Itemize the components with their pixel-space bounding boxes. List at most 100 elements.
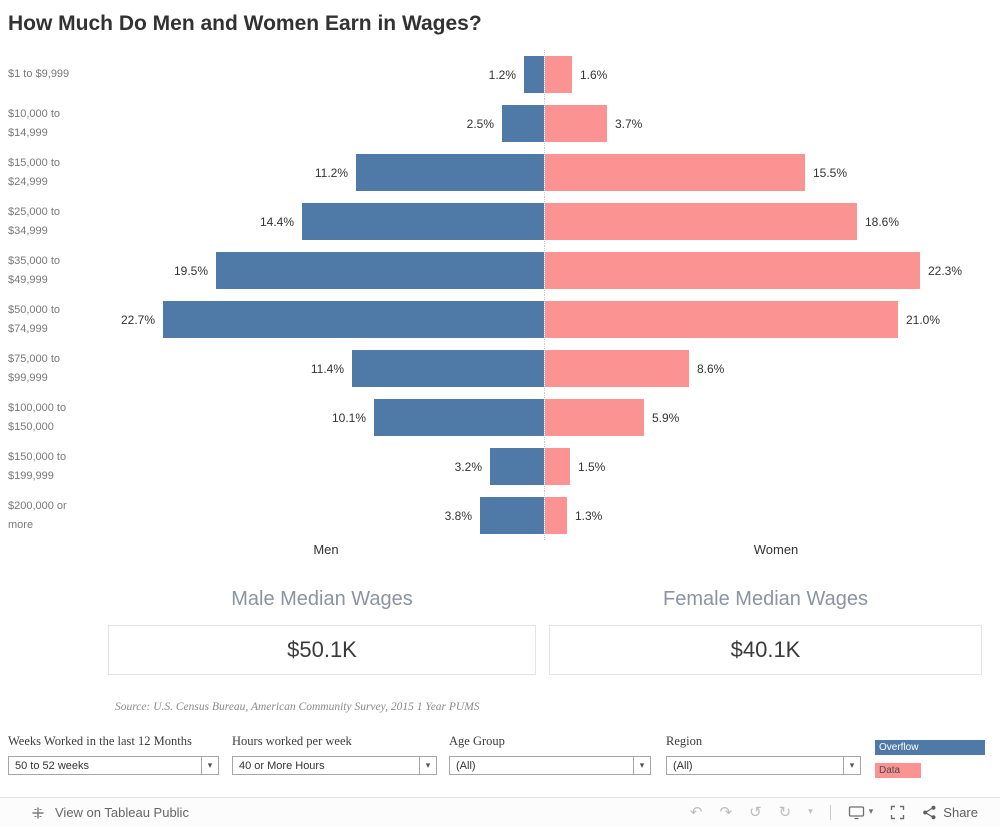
men-axis-label: Men — [313, 542, 339, 557]
men-value-label: 10.1% — [331, 410, 366, 425]
replay-speed-caret-icon[interactable]: ▾ — [808, 807, 813, 817]
men-bar[interactable] — [490, 448, 544, 485]
display-device-icon — [848, 805, 865, 820]
women-value-label: 1.6% — [580, 67, 608, 82]
weeks-worked-dropdown[interactable]: 50 to 52 weeks ▾ — [8, 756, 219, 775]
women-value-label: 18.6% — [865, 214, 900, 229]
women-value-label: 22.3% — [928, 263, 963, 278]
toolbar-divider — [829, 805, 831, 820]
page-title: How Much Do Men and Women Earn in Wages? — [8, 12, 482, 35]
male-median-block: Male Median Wages $50.1K — [108, 588, 536, 675]
female-median-value: $40.1K — [549, 625, 982, 675]
redo-icon[interactable]: ↷ — [719, 803, 733, 821]
filter-label: Weeks Worked in the last 12 Months — [8, 734, 192, 748]
category-label: $150,000 to $199,999 — [8, 451, 67, 482]
women-bar[interactable] — [545, 154, 805, 191]
women-bar[interactable] — [545, 350, 689, 387]
category-label: $100,000 to $150,000 — [8, 402, 67, 433]
men-bar[interactable] — [216, 252, 544, 289]
filter-weeks-worked: Weeks Worked in the last 12 Months 50 to… — [8, 734, 219, 775]
age-group-dropdown[interactable]: (All) ▾ — [449, 756, 651, 775]
chevron-down-icon[interactable]: ▾ — [419, 757, 436, 774]
chart-row: $75,000 to $99,999 11.4% 8.6% — [0, 344, 1000, 393]
category-label: $1 to $9,999 — [8, 68, 70, 81]
display-device-button[interactable]: ▾ — [848, 805, 873, 820]
category-label: $35,000 to $49,999 — [8, 255, 60, 286]
replay-icon[interactable]: ↺ — [749, 803, 762, 821]
refresh-icon[interactable]: ↻ — [778, 803, 792, 821]
men-bar[interactable] — [374, 399, 544, 436]
women-bar[interactable] — [545, 448, 570, 485]
source-note: Source: U.S. Census Bureau, American Com… — [115, 701, 480, 713]
men-bar[interactable] — [302, 203, 544, 240]
men-value-label: 22.7% — [120, 312, 155, 327]
chart-row: $15,000 to $24,999 11.2% 15.5% — [0, 148, 1000, 197]
male-median-title: Male Median Wages — [231, 588, 413, 610]
fullscreen-icon[interactable] — [890, 805, 905, 820]
category-label: $25,000 to $34,999 — [8, 206, 60, 237]
gender-axis-labels: Men Women — [0, 542, 1000, 557]
men-bar[interactable] — [480, 497, 544, 534]
men-value-label: 11.2% — [314, 165, 348, 180]
men-bar[interactable] — [163, 301, 544, 338]
filter-region: Region (All) ▾ — [666, 734, 861, 775]
men-bar[interactable] — [502, 105, 544, 142]
view-on-tableau-label: View on Tableau Public — [55, 805, 189, 820]
dropdown-value: (All) — [673, 759, 693, 772]
share-label: Share — [943, 805, 978, 820]
women-bar[interactable] — [545, 252, 920, 289]
women-bar[interactable] — [545, 56, 572, 93]
men-value-label: 1.2% — [488, 67, 516, 82]
chart-row: $1 to $9,999 1.2% 1.6% — [0, 50, 1000, 99]
men-value-label: 3.2% — [454, 459, 482, 474]
legend-item[interactable]: Overflow — [875, 740, 985, 755]
chevron-down-icon[interactable]: ▾ — [843, 757, 860, 774]
men-bar[interactable] — [352, 350, 544, 387]
filter-age-group: Age Group (All) ▾ — [449, 734, 651, 775]
share-button[interactable]: Share — [922, 805, 978, 820]
women-bar[interactable] — [545, 203, 857, 240]
undo-icon[interactable]: ↶ — [689, 803, 703, 821]
category-label: $15,000 to $24,999 — [8, 157, 60, 188]
filter-label: Age Group — [449, 734, 505, 748]
region-dropdown[interactable]: (All) ▾ — [666, 756, 861, 775]
women-value-label: 15.5% — [813, 165, 848, 180]
dropdown-value: 50 to 52 weeks — [15, 759, 89, 772]
chart-row: $25,000 to $34,999 14.4% 18.6% — [0, 197, 1000, 246]
men-value-label: 11.4% — [310, 361, 344, 376]
category-label: $200,000 or more — [8, 500, 67, 531]
category-label: $75,000 to $99,999 — [8, 353, 60, 384]
share-icon — [922, 805, 937, 820]
chart-row: $150,000 to $199,999 3.2% 1.5% — [0, 442, 1000, 491]
women-bar[interactable] — [545, 399, 644, 436]
chart-row: $100,000 to $150,000 10.1% 5.9% — [0, 393, 1000, 442]
chevron-down-icon[interactable]: ▾ — [201, 757, 218, 774]
toolbar-actions: ↶ ↷ ↺ ↻ ▾ ▾ — [690, 805, 978, 820]
chart-row: $200,000 or more 3.8% 1.3% — [0, 491, 1000, 540]
view-on-tableau-link[interactable]: View on Tableau Public — [30, 805, 189, 821]
women-bar[interactable] — [545, 497, 567, 534]
chart-row: $50,000 to $74,999 22.7% 21.0% — [0, 295, 1000, 344]
chevron-down-icon[interactable]: ▾ — [633, 757, 650, 774]
dropdown-value: 40 or More Hours — [239, 759, 325, 772]
hours-worked-dropdown[interactable]: 40 or More Hours ▾ — [232, 756, 437, 775]
men-value-label: 2.5% — [466, 116, 494, 131]
category-label: $10,000 to $14,999 — [8, 108, 60, 139]
men-value-label: 3.8% — [444, 508, 472, 523]
men-bar[interactable] — [356, 154, 544, 191]
men-bar[interactable] — [524, 56, 544, 93]
legend-item[interactable]: Data — [875, 763, 921, 778]
women-value-label: 21.0% — [906, 312, 941, 327]
median-wages-section: Male Median Wages $50.1K Female Median W… — [0, 588, 1000, 675]
filter-hours-worked: Hours worked per week 40 or More Hours ▾ — [232, 734, 437, 775]
men-value-label: 19.5% — [173, 263, 208, 278]
chart-row: $35,000 to $49,999 19.5% 22.3% — [0, 246, 1000, 295]
women-axis-label: Women — [753, 542, 799, 557]
women-value-label: 3.7% — [615, 116, 643, 131]
women-bar[interactable] — [545, 105, 607, 142]
women-bar[interactable] — [545, 301, 898, 338]
dropdown-value: (All) — [456, 759, 476, 772]
category-label: $50,000 to $74,999 — [8, 304, 60, 335]
tableau-logo-icon — [30, 805, 46, 821]
women-value-label: 5.9% — [652, 410, 680, 425]
